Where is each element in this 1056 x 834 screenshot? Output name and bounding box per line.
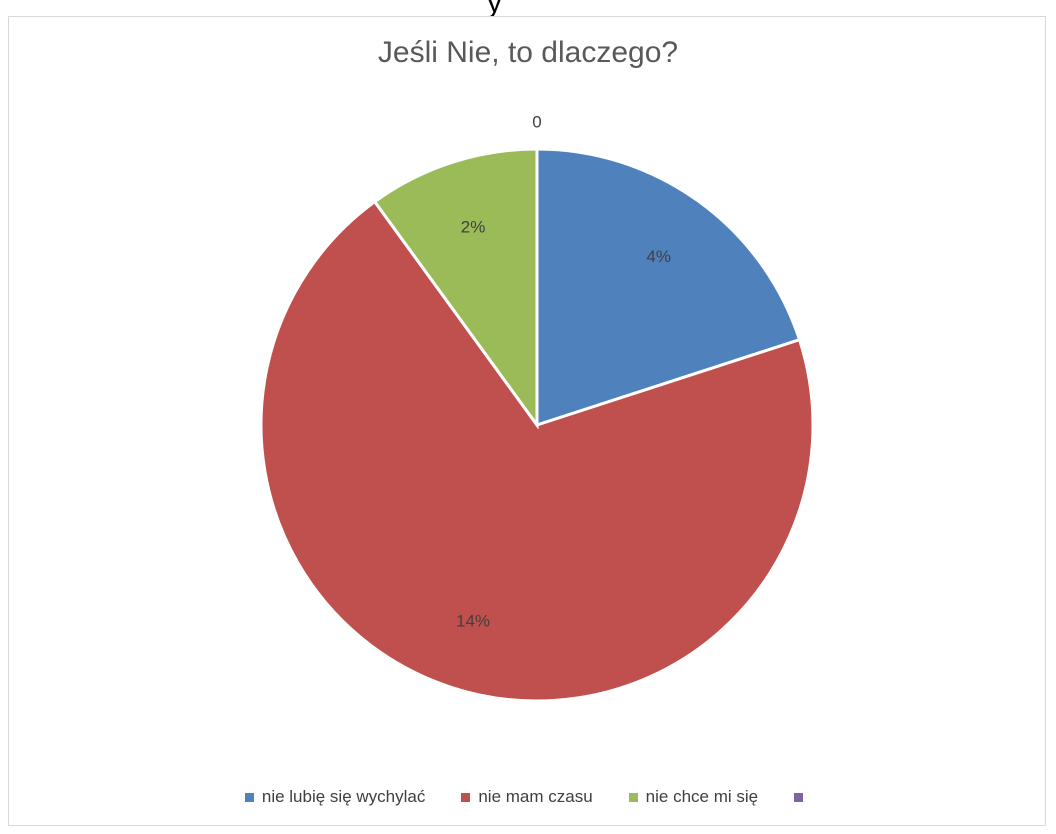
pie-slice-label-2: 2% (461, 218, 486, 237)
chart-area: Jeśli Nie, to dlaczego? 4% 14% 2% 0 nie lub… (8, 16, 1046, 826)
pie-chart: 4% 14% 2% 0 (259, 112, 815, 703)
pie-slice-label-3: 0 (532, 112, 541, 131)
chart-title: Jeśli Nie, to dlaczego? (377, 36, 679, 69)
legend-swatch-2 (628, 792, 638, 802)
legend-item-1: nie mam czasu (461, 787, 593, 807)
page-top-fragment-svg: y (487, 0, 502, 16)
legend-item-3 (794, 792, 811, 802)
chart-legend: nie lubię się wychylać nie mam czasu nie c… (9, 787, 1047, 807)
legend-label-1: nie mam czasu (478, 787, 593, 806)
pie-slice-label-1: 14% (456, 611, 490, 630)
legend-label-0: nie lubię się wychylać (261, 787, 426, 806)
pie-slice-2 (372, 147, 539, 430)
page-top-fragment-text: y (487, 0, 502, 16)
legend-swatch-1 (461, 792, 471, 802)
legend-label-2: nie chce mi się (645, 787, 759, 806)
pie-slice-0 (535, 147, 802, 428)
pie-slice-label-0: 4% (646, 247, 671, 266)
legend-swatch-3 (794, 792, 804, 802)
page-top-fragment: y (0, 0, 1056, 16)
pie-slice-1 (259, 199, 815, 703)
legend-item-2: nie chce mi się (628, 787, 759, 807)
legend-swatch-0 (244, 792, 254, 802)
legend-item-0: nie lubię się wychylać (244, 787, 426, 807)
